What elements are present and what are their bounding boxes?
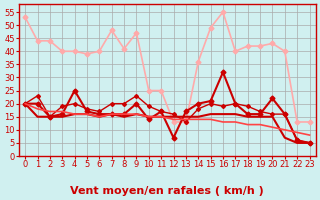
X-axis label: Vent moyen/en rafales ( km/h ): Vent moyen/en rafales ( km/h ) bbox=[70, 186, 264, 196]
